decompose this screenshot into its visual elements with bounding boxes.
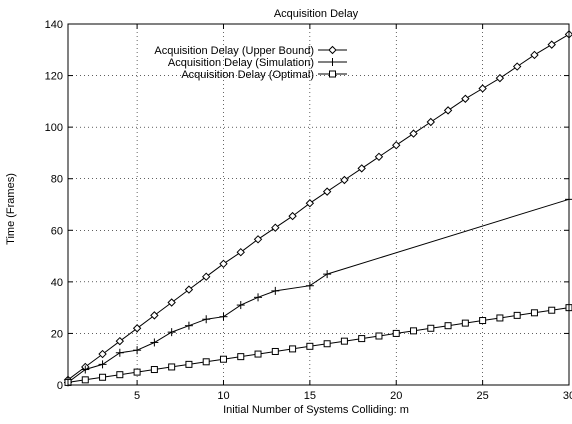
square-marker — [169, 364, 175, 370]
y-axis-title: Time (Frames) — [5, 173, 17, 245]
square-marker — [531, 310, 537, 316]
x-tick-label: 10 — [217, 390, 229, 402]
square-marker — [255, 351, 261, 357]
legend-label: Acquisition Delay (Simulation) — [168, 57, 314, 69]
x-tick-label: 25 — [476, 390, 488, 402]
y-tick-label: 40 — [51, 277, 63, 289]
square-marker — [549, 307, 555, 313]
legend-label: Acquisition Delay (Optimal) — [181, 69, 314, 81]
square-marker — [393, 330, 399, 336]
x-tick-label: 15 — [304, 390, 316, 402]
square-marker — [151, 367, 157, 373]
y-tick-label: 120 — [45, 71, 63, 83]
y-tick-label: 80 — [51, 174, 63, 186]
square-marker — [100, 374, 106, 380]
x-tick-label: 5 — [134, 390, 140, 402]
square-marker — [514, 312, 520, 318]
y-tick-label: 0 — [57, 380, 63, 392]
y-tick-label: 60 — [51, 225, 63, 237]
square-marker — [376, 333, 382, 339]
square-marker — [290, 346, 296, 352]
square-marker — [186, 361, 192, 367]
square-marker — [220, 356, 226, 362]
square-marker — [341, 338, 347, 344]
square-marker — [462, 320, 468, 326]
y-tick-label: 100 — [45, 122, 63, 134]
square-marker — [411, 328, 417, 334]
square-marker — [117, 372, 123, 378]
y-tick-label: 20 — [51, 328, 63, 340]
square-marker — [307, 343, 313, 349]
square-marker — [445, 323, 451, 329]
square-marker — [272, 348, 278, 354]
square-marker — [497, 315, 503, 321]
x-axis-title: Initial Number of Systems Colliding: m — [223, 404, 409, 416]
square-marker — [359, 336, 365, 342]
square-marker — [134, 369, 140, 375]
y-tick-label: 140 — [45, 19, 63, 31]
square-marker — [82, 377, 88, 383]
square-marker — [330, 71, 336, 77]
square-marker — [480, 318, 486, 324]
chart-title: Acquisition Delay — [274, 8, 359, 20]
square-marker — [324, 341, 330, 347]
legend-label: Acquisition Delay (Upper Bound) — [154, 45, 314, 57]
square-marker — [238, 354, 244, 360]
x-tick-label: 20 — [390, 390, 402, 402]
square-marker — [203, 359, 209, 365]
square-marker — [428, 325, 434, 331]
x-tick-label: 30 — [563, 390, 572, 402]
